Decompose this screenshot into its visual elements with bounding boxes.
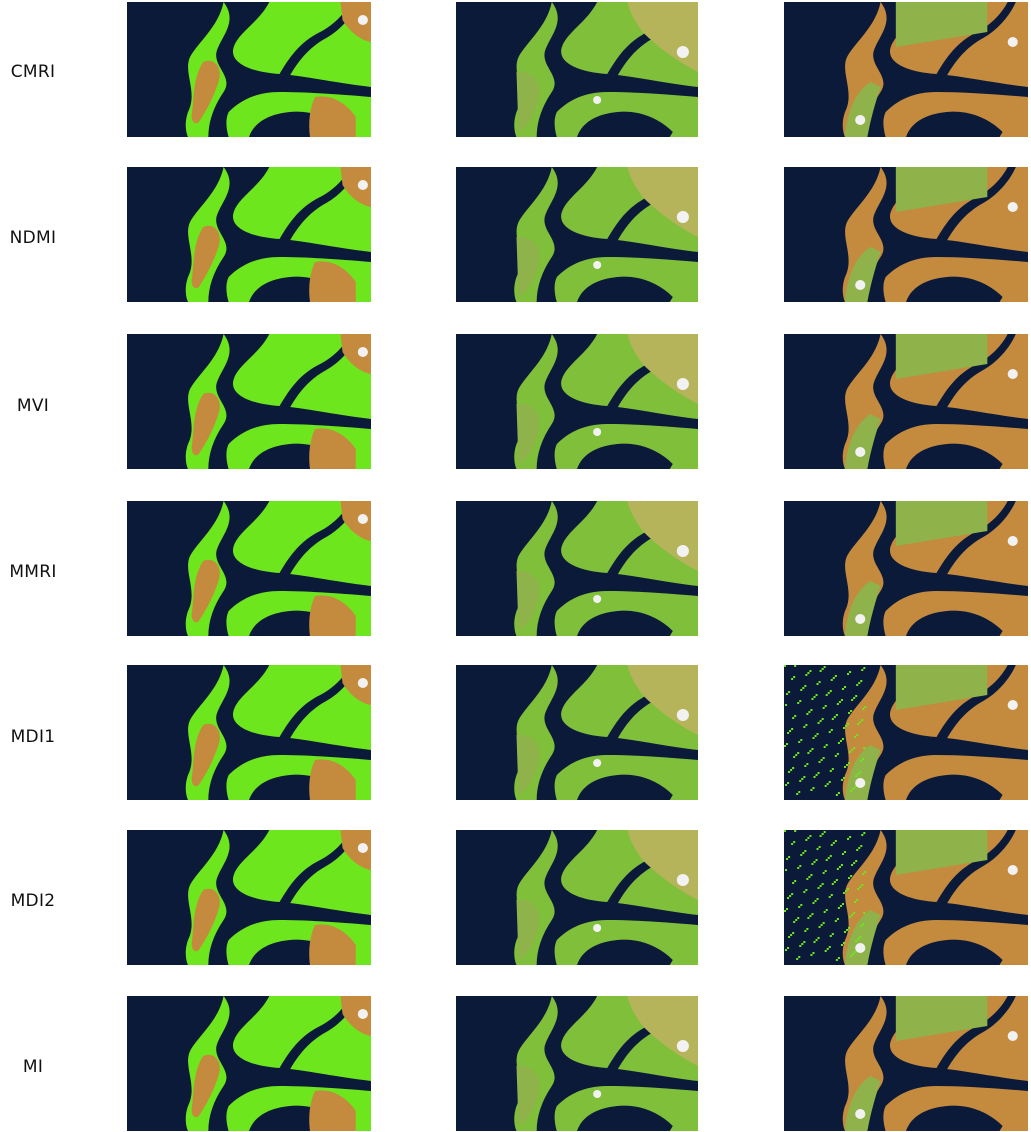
satellite-image-ndmi-middle [456, 167, 698, 302]
satellite-image-cmri-left [127, 2, 371, 137]
satellite-image-mdi1-left [127, 665, 371, 800]
satellite-image-mvi-middle [456, 334, 698, 469]
satellite-image-mi-right [784, 996, 1028, 1131]
satellite-image-mi-middle [456, 996, 698, 1131]
row-label-mdi1: MDI1 [10, 727, 56, 747]
satellite-image-mdi2-middle [456, 830, 698, 965]
satellite-image-mvi-right [784, 334, 1028, 469]
satellite-image-ndmi-right [784, 167, 1028, 302]
satellite-image-cmri-middle [456, 2, 698, 137]
satellite-image-mmri-left [127, 501, 371, 636]
row-label-mdi2: MDI2 [10, 891, 56, 911]
satellite-image-mdi1-right [784, 665, 1028, 800]
row-label-mmri: MMRI [9, 562, 57, 582]
row-label-cmri: CMRI [10, 62, 56, 82]
satellite-image-mmri-middle [456, 501, 698, 636]
row-label-mvi: MVI [16, 396, 50, 416]
satellite-image-mvi-left [127, 334, 371, 469]
satellite-image-mdi1-middle [456, 665, 698, 800]
satellite-image-mdi2-left [127, 830, 371, 965]
row-label-ndmi: NDMI [9, 228, 57, 248]
satellite-image-mi-left [127, 996, 371, 1131]
satellite-image-mdi2-right [784, 830, 1028, 965]
row-label-mi: MI [22, 1057, 44, 1077]
satellite-image-mmri-right [784, 501, 1028, 636]
satellite-image-ndmi-left [127, 167, 371, 302]
satellite-image-cmri-right [784, 2, 1028, 137]
